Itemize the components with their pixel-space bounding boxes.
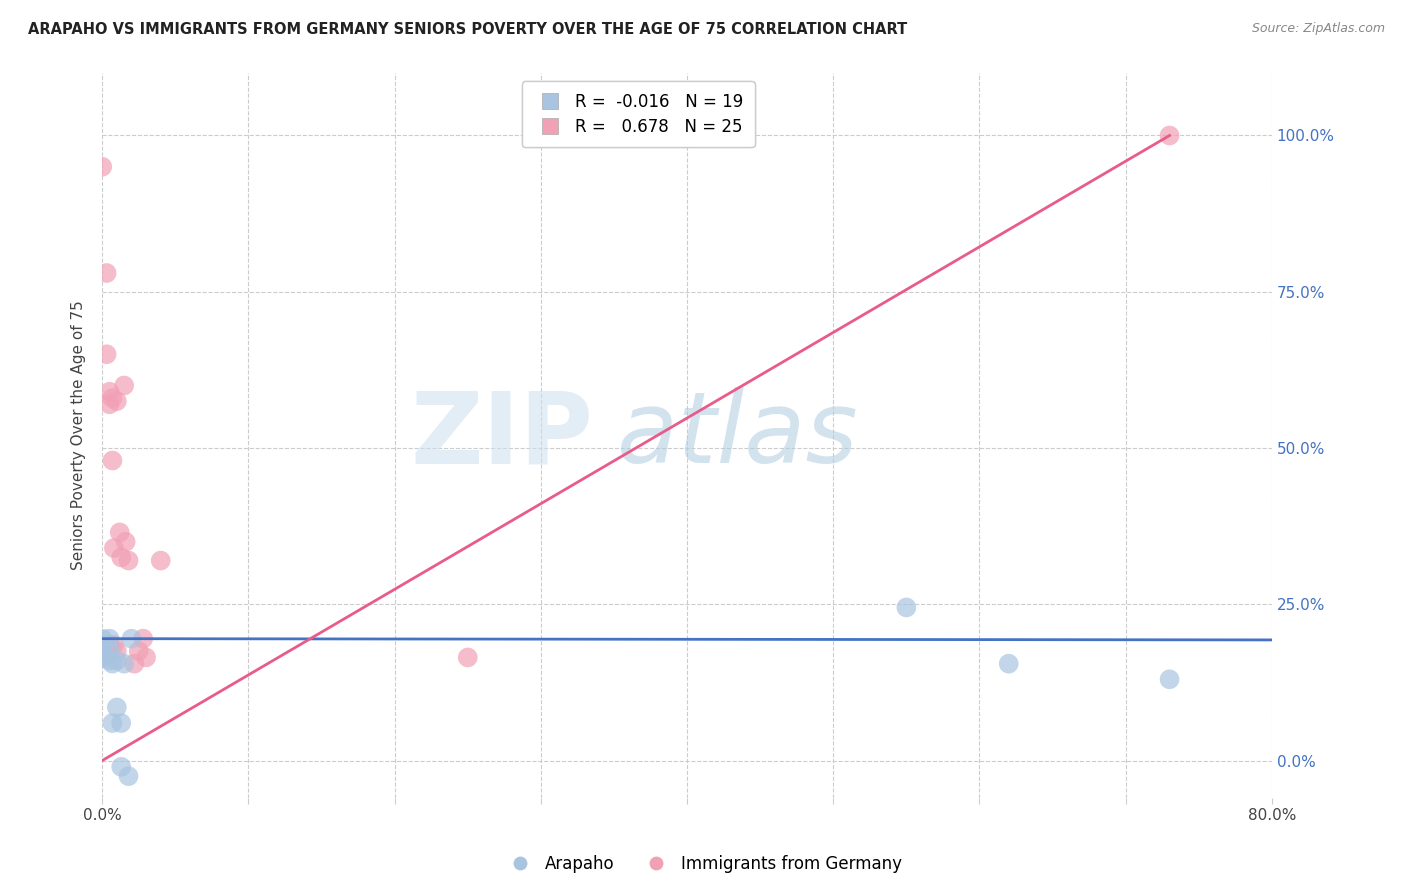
Point [91,650,114,665]
Point [110,716,132,731]
Point [1159,128,1181,143]
Point [103,638,125,652]
Point [112,378,135,392]
Point [98,641,121,656]
Point [120,632,142,646]
Text: Source: ZipAtlas.com: Source: ZipAtlas.com [1251,22,1385,36]
Point [112,657,135,671]
Point [105,644,128,658]
Point [997,657,1019,671]
Text: ARAPAHO VS IMMIGRANTS FROM GERMANY SENIORS POVERTY OVER THE AGE OF 75 CORRELATIO: ARAPAHO VS IMMIGRANTS FROM GERMANY SENIO… [28,22,907,37]
Point [98,654,121,668]
Point [101,391,124,405]
Point [98,632,121,646]
Point [96,347,118,361]
Point [105,394,128,409]
Legend: Arapaho, Immigrants from Germany: Arapaho, Immigrants from Germany [496,848,910,880]
Point [135,650,157,665]
Point [96,266,118,280]
Point [91,160,114,174]
Point [114,534,136,549]
Point [117,769,139,783]
Legend: R =  -0.016   N = 19, R =   0.678   N = 25: R = -0.016 N = 19, R = 0.678 N = 25 [522,81,755,147]
Point [124,657,146,671]
Point [108,525,131,540]
Point [98,648,121,662]
Point [98,397,121,411]
Point [103,541,125,555]
Text: ZIP: ZIP [411,387,593,484]
Point [98,638,121,652]
Point [101,453,124,467]
Point [91,644,114,658]
Point [101,657,124,671]
Point [132,632,155,646]
Point [1159,673,1181,687]
Point [98,384,121,399]
Point [117,553,139,567]
Point [91,632,114,646]
Point [110,550,132,565]
Point [101,716,124,731]
Point [457,650,479,665]
Point [105,700,128,714]
Point [110,760,132,774]
Point [128,644,150,658]
Point [105,654,128,668]
Y-axis label: Seniors Poverty Over the Age of 75: Seniors Poverty Over the Age of 75 [72,301,86,570]
Point [896,600,918,615]
Point [149,553,172,567]
Text: atlas: atlas [617,387,859,484]
Point [91,638,114,652]
